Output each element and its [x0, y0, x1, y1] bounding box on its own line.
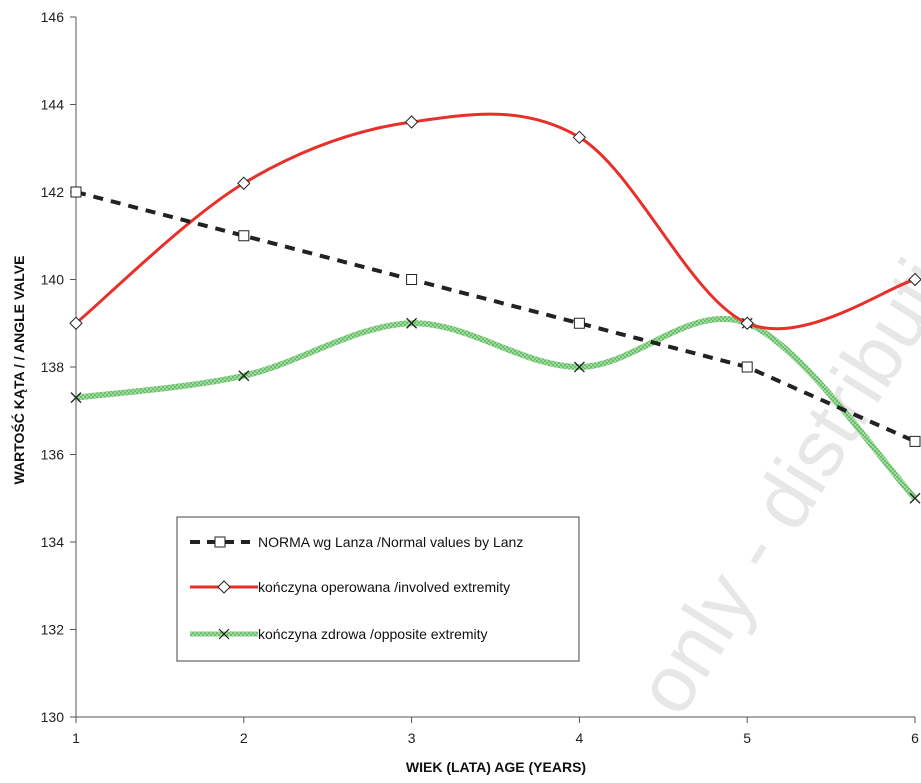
series-line-norma: [75, 190, 916, 444]
plot-area: [69, 112, 921, 504]
y-tick-label: 146: [41, 9, 65, 25]
legend-label-involved: kończyna operowana /involved extremity: [258, 579, 510, 595]
y-tick-label: 144: [41, 97, 65, 113]
point-norma: [741, 361, 753, 373]
x-tick-label: 1: [72, 730, 80, 746]
point-opposite: [406, 317, 418, 329]
point-opposite: [909, 492, 921, 504]
point-opposite: [70, 392, 82, 404]
y-axis: 130 132 134 136 138 140 142 144 146: [41, 9, 77, 725]
x-tick-label: 5: [743, 730, 751, 746]
point-norma: [909, 435, 921, 447]
y-tick-label: 134: [41, 534, 65, 550]
point-opposite: [238, 370, 250, 382]
point-involved: [740, 316, 754, 330]
point-norma: [573, 317, 585, 329]
series-1: [69, 112, 921, 331]
x-axis-title: WIEK (LATA) AGE (YEARS): [406, 759, 586, 775]
point-involved: [572, 130, 587, 145]
point-involved: [237, 176, 251, 190]
legend: NORMA wg Lanza /Normal values by Lanz ko…: [176, 516, 580, 662]
y-tick-label: 132: [41, 622, 65, 638]
y-tick-label: 140: [41, 272, 65, 288]
point-involved: [908, 272, 921, 287]
point-involved: [404, 115, 419, 129]
y-tick-label: 136: [41, 447, 65, 463]
x-tick-label: 4: [576, 730, 584, 746]
point-involved: [69, 316, 83, 330]
legend-swatch-opposite: [190, 628, 258, 640]
point-opposite: [573, 361, 585, 373]
series-line-opposite: [75, 315, 918, 501]
point-norma: [238, 230, 250, 242]
point-norma: [70, 186, 82, 198]
legend-swatch-norma: [190, 536, 250, 548]
legend-swatch-involved: [190, 580, 258, 594]
y-tick-label: 130: [41, 709, 65, 725]
y-axis-title: WARTOŚĆ KĄTA / / ANGLE VALVE: [10, 256, 27, 485]
legend-label-opposite: kończyna zdrowa /opposite extremity: [258, 626, 488, 642]
x-tick-label: 6: [911, 730, 919, 746]
x-tick-label: 3: [408, 730, 416, 746]
point-norma: [406, 274, 418, 285]
series-line-involved: [75, 112, 916, 331]
x-axis: 1 2 3 4 5 6: [72, 716, 919, 746]
y-tick-label: 138: [41, 359, 65, 375]
series-0: [70, 186, 921, 447]
y-tick-label: 142: [41, 184, 65, 200]
legend-label-norma: NORMA wg Lanza /Normal values by Lanz: [258, 534, 523, 550]
x-tick-label: 2: [240, 730, 248, 746]
